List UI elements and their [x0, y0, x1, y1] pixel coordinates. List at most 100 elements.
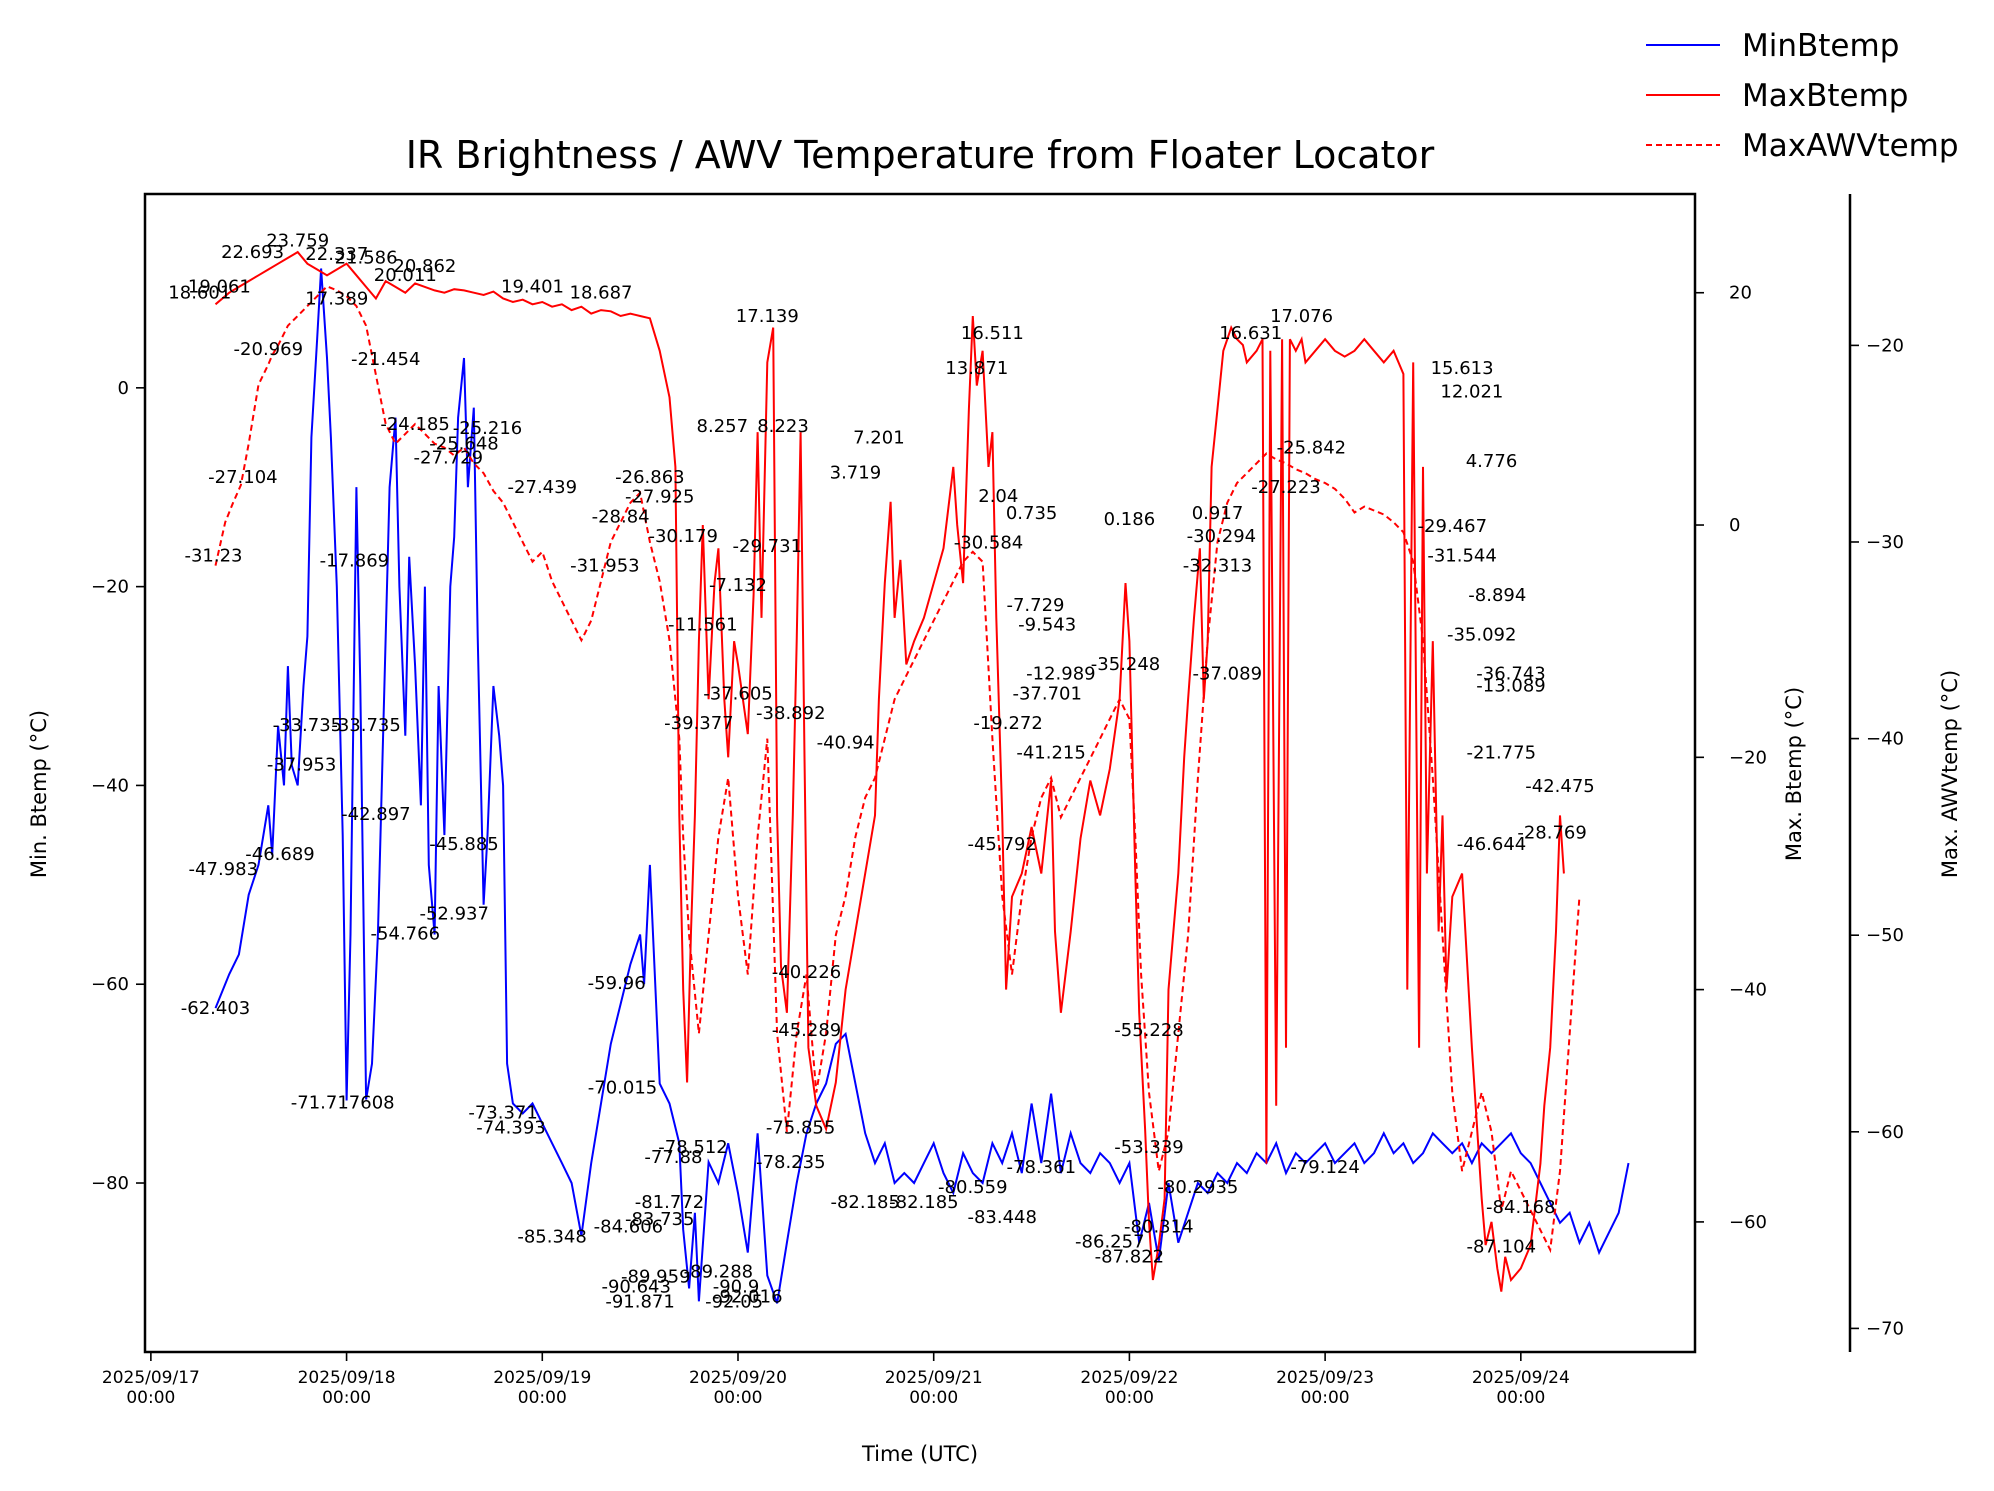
- data-label: -55.228: [1114, 1020, 1183, 1041]
- y-left-tick-label: −20: [91, 577, 129, 598]
- y-right1-tick-label: −40: [1729, 980, 1767, 1001]
- y-right1-tick-label: 20: [1729, 283, 1752, 304]
- data-label: 8.257: [697, 416, 749, 437]
- data-label: 22.337: [305, 244, 368, 265]
- plot-frame: [143, 192, 1697, 1354]
- y-axis-right1-label: Max. Btemp (°C): [1782, 687, 1806, 861]
- data-label: 17.076: [1270, 306, 1333, 327]
- data-label: -17.869: [320, 551, 389, 572]
- data-label: 15.613: [1431, 358, 1494, 379]
- data-label: -41.215: [1016, 742, 1085, 763]
- y-right2-tick-label: −40: [1866, 729, 1904, 750]
- chart-title: IR Brightness / AWV Temperature from Flo…: [406, 133, 1435, 177]
- data-label: -40.94: [817, 732, 875, 753]
- data-label: -82.185: [830, 1192, 899, 1213]
- data-label: -25.216: [453, 418, 522, 439]
- y-right2-tick-label: −50: [1866, 925, 1904, 946]
- x-tick-label-time: 00:00: [1301, 1388, 1350, 1408]
- data-label: 21.586: [335, 248, 398, 269]
- data-label: -52.937: [419, 904, 488, 925]
- data-label: 19.061: [188, 277, 251, 298]
- data-label: -81.772: [635, 1192, 704, 1213]
- data-label: -31.544: [1427, 546, 1496, 567]
- data-label: -47.983: [189, 859, 258, 880]
- data-label: -11.561: [668, 615, 737, 636]
- x-tick-label-time: 00:00: [1496, 1388, 1545, 1408]
- data-label: 0.917: [1192, 503, 1244, 524]
- data-label: 17.389: [305, 288, 368, 309]
- data-label: -75.855: [766, 1117, 835, 1138]
- data-label: 17.139: [736, 306, 799, 327]
- data-label: -8.894: [1468, 585, 1526, 606]
- y-right1-tick-label: 0: [1729, 515, 1740, 536]
- data-label: -25.842: [1277, 438, 1346, 459]
- data-label: -86.257: [1075, 1232, 1144, 1253]
- data-label: -35.092: [1447, 624, 1516, 645]
- y-right2-tick-label: −70: [1866, 1318, 1904, 1339]
- data-label: -28.769: [1517, 823, 1586, 844]
- data-label: -27.729: [414, 447, 483, 468]
- data-label: -85.348: [517, 1227, 586, 1248]
- data-label: -92.016: [713, 1286, 782, 1307]
- y-right1-tick-label: −20: [1729, 747, 1767, 768]
- data-label: -25.648: [429, 434, 498, 455]
- data-label: -31.23: [184, 546, 242, 567]
- data-label: -30.584: [954, 532, 1023, 553]
- plot-area: -62.403-47.983-46.689-71.717608-33.735-3…: [91, 192, 1904, 1408]
- data-label: -87.104: [1467, 1237, 1536, 1258]
- series-line-maxbtemp: [214, 250, 1565, 1292]
- data-label: 22.693: [221, 242, 284, 263]
- data-label: -29.467: [1418, 516, 1487, 537]
- y-right2-tick-label: −20: [1866, 335, 1904, 356]
- legend-label-maxbtemp: MaxBtemp: [1742, 78, 1908, 114]
- series-line-minbtemp: [214, 268, 1630, 1304]
- data-label: -28.84: [592, 506, 650, 527]
- data-label: -24.185: [380, 414, 449, 435]
- legend-label-minbtemp: MinBtemp: [1742, 28, 1899, 64]
- data-label: -73.371: [468, 1102, 537, 1123]
- x-tick-label: 2025/09/18: [298, 1368, 396, 1388]
- data-label: -20.969: [234, 339, 303, 360]
- x-axis-label: Time (UTC): [861, 1442, 978, 1466]
- y-right1-tick-label: −60: [1729, 1212, 1767, 1233]
- data-label: -79.124: [1290, 1157, 1359, 1178]
- data-label: -42.475: [1525, 776, 1594, 797]
- data-label: 7.201: [853, 428, 905, 449]
- data-label: -7.729: [1006, 595, 1064, 616]
- data-label: -80.559: [938, 1177, 1007, 1198]
- x-tick-label: 2025/09/20: [689, 1368, 787, 1388]
- data-label: -26.863: [615, 467, 684, 488]
- data-label: -31.953: [570, 556, 639, 577]
- data-label: -91.871: [605, 1291, 674, 1312]
- data-label: 0.186: [1104, 509, 1156, 530]
- x-tick-label-time: 00:00: [713, 1388, 762, 1408]
- data-label: -29.731: [733, 536, 802, 557]
- data-label: 16.511: [961, 323, 1024, 344]
- data-label: -45.885: [429, 834, 498, 855]
- data-label: -30.179: [648, 526, 717, 547]
- data-label: -37.953: [267, 755, 336, 776]
- data-label: -33.735: [273, 715, 342, 736]
- data-label: -13.089: [1476, 675, 1545, 696]
- data-label: -46.689: [245, 844, 314, 865]
- data-label: -12.989: [1026, 664, 1095, 685]
- data-label: -37.089: [1193, 664, 1262, 685]
- data-label: 0.735: [1006, 503, 1058, 524]
- data-label: 23.759: [266, 230, 329, 251]
- data-label: 4.776: [1466, 451, 1518, 472]
- data-label: -84.606: [594, 1217, 663, 1238]
- x-tick-label-time: 00:00: [1105, 1388, 1154, 1408]
- x-tick-label-time: 00:00: [322, 1388, 371, 1408]
- data-label: -39.377: [664, 713, 733, 734]
- data-label: -83.735: [625, 1209, 694, 1230]
- x-tick-label: 2025/09/22: [1080, 1368, 1178, 1388]
- data-label: -71.717608: [291, 1093, 395, 1114]
- legend: MinBtemp MaxBtemp MaxAWVtemp: [1646, 28, 1959, 164]
- data-label: -35.248: [1091, 654, 1160, 675]
- y-axis-left-label: Min. Btemp (°C): [27, 710, 51, 878]
- data-label: -54.766: [371, 924, 440, 945]
- data-label: 18.687: [570, 283, 633, 304]
- data-label: 16.631: [1219, 323, 1282, 344]
- data-label: -7.132: [709, 575, 767, 596]
